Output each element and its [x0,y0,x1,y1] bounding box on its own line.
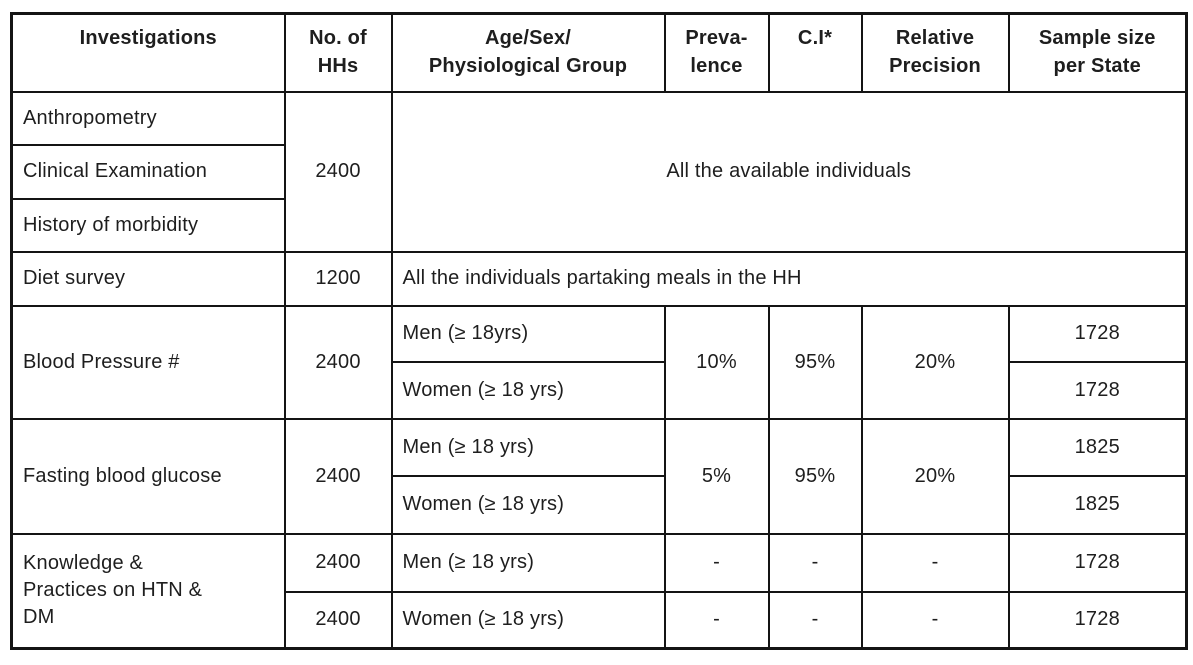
cell-hhs-household-block: 2400 [283,90,393,253]
cell-note-all-available: All the available individuals [390,90,1188,253]
cell-fbg-men-group: Men (≥ 18 yrs) [390,417,666,477]
cell-kp-women-relative-precision: - [860,590,1010,650]
cell-hhs-diet: 1200 [283,250,393,307]
col-header-relative-precision: Relative Precision [860,12,1010,93]
cell-bp-men-sample-size: 1728 [1007,304,1188,363]
row-anthropometry: Anthropometry 2400 All the available ind… [10,90,1188,253]
row-blood-pressure-men: Blood Pressure # 2400 Men (≥ 18yrs) 10% … [10,304,1188,420]
col-header-ci: C.I* [767,12,863,93]
cell-fbg-women-group: Women (≥ 18 yrs) [390,474,666,535]
cell-anthropometry: Anthropometry [10,90,286,146]
cell-kp-men-group: Men (≥ 18 yrs) [390,532,666,593]
cell-bp-prevalence: 10% [663,304,770,420]
cell-kp-women-group: Women (≥ 18 yrs) [390,590,666,650]
cell-bp-women-group: Women (≥ 18 yrs) [390,360,666,420]
cell-diet-survey: Diet survey [10,250,286,307]
row-diet-survey: Diet survey 1200 All the individuals par… [10,250,1188,307]
cell-fbg-prevalence: 5% [663,417,770,535]
cell-bp-relative-precision: 20% [860,304,1010,420]
cell-kp-men-relative-precision: - [860,532,1010,593]
cell-kp-women-sample-size: 1728 [1007,590,1188,650]
cell-clinical-examination: Clinical Examination [10,143,286,200]
cell-hhs-fasting-glucose: 2400 [283,417,393,535]
cell-fbg-ci: 95% [767,417,863,535]
row-knowledge-practices-women: 2400 Women (≥ 18 yrs) - - - 1728 [12,590,1188,650]
col-header-investigations: Investigations [10,12,286,93]
sampling-plan-table: Investigations No. of HHs Age/Sex/ Physi… [10,12,1188,650]
col-header-no-of-hhs: No. of HHs [283,12,393,93]
cell-kp-women-prevalence: - [663,590,770,650]
row-knowledge-practices-men: Knowledge & Practices on HTN & DM 2400 M… [10,532,1188,650]
cell-bp-ci: 95% [767,304,863,420]
cell-kp-men-sample-size: 1728 [1007,532,1188,593]
cell-fasting-blood-glucose: Fasting blood glucose [10,417,286,535]
col-header-age-sex-group: Age/Sex/ Physiological Group [390,12,666,93]
cell-kp-women-ci: - [767,590,863,650]
cell-fbg-relative-precision: 20% [860,417,1010,535]
row-clinical-examination: Clinical Examination [10,143,1187,200]
row-fasting-glucose-women: Women (≥ 18 yrs) 1825 [12,474,1188,535]
cell-kp-men-prevalence: - [663,532,770,593]
col-header-prevalence: Preva- lence [663,12,770,93]
cell-history-of-morbidity: History of morbidity [10,197,286,253]
cell-fbg-women-sample-size: 1825 [1007,474,1188,535]
cell-hhs-kp-women: 2400 [283,590,393,650]
row-history-of-morbidity: History of morbidity [10,197,1187,253]
cell-hhs-blood-pressure: 2400 [283,304,393,420]
row-fasting-glucose-men: Fasting blood glucose 2400 Men (≥ 18 yrs… [10,417,1188,535]
cell-bp-men-group: Men (≥ 18yrs) [390,304,666,363]
cell-hhs-kp-men: 2400 [283,532,393,593]
cell-note-partaking-meals: All the individuals partaking meals in t… [390,250,1188,307]
header-row: Investigations No. of HHs Age/Sex/ Physi… [10,12,1188,93]
row-blood-pressure-women: Women (≥ 18 yrs) 1728 [12,360,1188,420]
col-header-sample-size: Sample size per State [1007,12,1188,93]
cell-knowledge-practices: Knowledge & Practices on HTN & DM [10,532,286,650]
cell-bp-women-sample-size: 1728 [1007,360,1188,420]
cell-fbg-men-sample-size: 1825 [1007,417,1188,477]
cell-blood-pressure: Blood Pressure # [10,304,286,420]
cell-kp-men-ci: - [767,532,863,593]
